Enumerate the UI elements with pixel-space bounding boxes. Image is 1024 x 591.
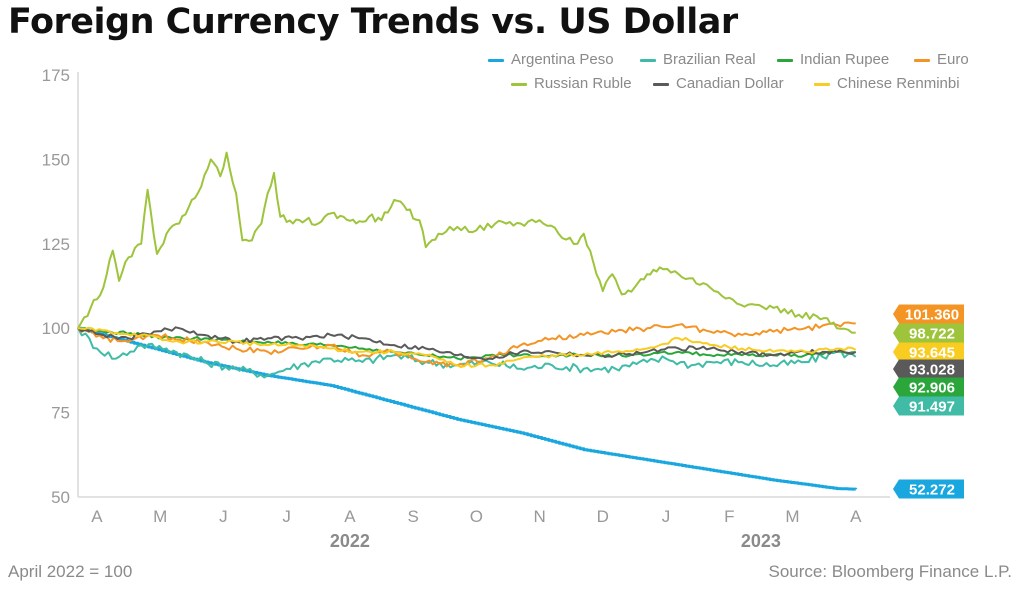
x-tick-label: J: [282, 507, 291, 526]
end-value-tag: [893, 323, 964, 343]
legend-label: Russian Ruble: [534, 75, 632, 92]
series-line-argentina-peso: [78, 326, 858, 491]
legend-label: Chinese Renminbi: [837, 75, 960, 92]
x-tick-label: A: [850, 507, 862, 526]
end-value-tag: [893, 342, 964, 362]
chart-title: Foreign Currency Trends vs. US Dollar: [8, 2, 738, 42]
legend-swatch: [488, 58, 504, 62]
x-tick-label: M: [153, 507, 167, 526]
legend-label: Euro: [937, 51, 969, 68]
end-value-label: 91.497: [909, 399, 955, 416]
source-note: Source: Bloomberg Finance L.P.: [768, 562, 1013, 581]
y-tick-label: 50: [51, 488, 70, 507]
legend-item-russian-ruble: Russian Ruble: [511, 75, 632, 92]
x-tick-label: O: [470, 507, 483, 526]
y-tick-label: 175: [42, 66, 70, 85]
end-value-label: 101.360: [905, 307, 959, 324]
end-value-tag: [893, 396, 964, 416]
x-tick-label: M: [785, 507, 799, 526]
end-value-label: 52.272: [909, 482, 955, 499]
legend-item-canadian-dollar: Canadian Dollar: [653, 75, 784, 92]
footnote: April 2022 = 100: [8, 562, 133, 581]
legend-swatch: [653, 82, 669, 86]
legend-item-argentina-peso: Argentina Peso: [488, 51, 614, 68]
end-value-label: 93.645: [909, 345, 955, 362]
end-value-tag: [893, 377, 964, 397]
x-tick-label: F: [724, 507, 734, 526]
legend-swatch: [511, 82, 527, 86]
legend-swatch: [814, 82, 830, 86]
legend-label: Canadian Dollar: [676, 75, 784, 92]
end-value-label: 98.722: [909, 326, 955, 343]
x-tick-label: A: [91, 507, 103, 526]
legend-swatch: [640, 58, 656, 62]
x-tick-label: N: [533, 507, 545, 526]
year-label: 2023: [741, 531, 781, 551]
legend-swatch: [914, 58, 930, 62]
legend-label: Brazilian Real: [663, 51, 756, 68]
series-line-russian-ruble: [77, 151, 856, 334]
x-tick-label: J: [219, 507, 228, 526]
x-tick-label: J: [662, 507, 671, 526]
year-label: 2022: [330, 531, 370, 551]
legend-label: Argentina Peso: [511, 51, 614, 68]
x-tick-label: S: [407, 507, 418, 526]
series-line-chinese-renminbi: [77, 326, 857, 369]
y-tick-label: 125: [42, 235, 70, 254]
legend-label: Indian Rupee: [800, 51, 890, 68]
series-line-euro: [77, 321, 856, 368]
end-value-tag: [893, 359, 964, 379]
y-tick-label: 75: [51, 404, 70, 423]
x-tick-label: D: [597, 507, 609, 526]
y-tick-label: 150: [42, 150, 70, 169]
legend-item-brazilian-real: Brazilian Real: [640, 51, 756, 68]
end-value-tag: [893, 304, 964, 324]
end-value-label: 92.906: [909, 380, 955, 397]
y-tick-label: 100: [42, 319, 70, 338]
legend-swatch: [777, 58, 793, 62]
end-value-tag: [893, 479, 964, 499]
legend-item-chinese-renminbi: Chinese Renminbi: [814, 75, 960, 92]
legend-item-indian-rupee: Indian Rupee: [777, 51, 889, 68]
series-line-canadian-dollar: [77, 326, 857, 361]
legend-item-euro: Euro: [914, 51, 969, 68]
end-value-label: 93.028: [909, 362, 955, 379]
x-tick-label: A: [344, 507, 356, 526]
